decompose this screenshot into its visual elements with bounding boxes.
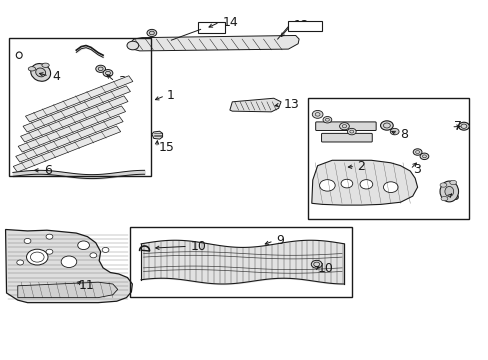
Ellipse shape [439, 181, 458, 202]
Ellipse shape [440, 197, 447, 201]
Ellipse shape [449, 180, 456, 185]
Text: 2: 2 [356, 160, 364, 173]
Circle shape [458, 122, 468, 130]
Text: 8: 8 [400, 127, 407, 141]
Text: 9: 9 [276, 234, 284, 247]
Text: 3: 3 [412, 163, 420, 176]
Circle shape [103, 69, 113, 77]
Circle shape [26, 249, 48, 265]
Circle shape [127, 41, 139, 50]
Ellipse shape [31, 64, 51, 81]
Polygon shape [130, 36, 299, 51]
Bar [198, 22, 224, 33]
Circle shape [340, 179, 352, 188]
Text: 14: 14 [222, 16, 238, 29]
FancyBboxPatch shape [315, 122, 375, 131]
Circle shape [346, 129, 355, 135]
Ellipse shape [42, 63, 49, 67]
Bar [288, 21, 321, 31]
Ellipse shape [444, 186, 453, 197]
Circle shape [419, 153, 428, 159]
Circle shape [147, 30, 157, 37]
FancyBboxPatch shape [321, 134, 371, 142]
Bar [130, 226, 351, 297]
Polygon shape [16, 116, 123, 162]
Text: 10: 10 [190, 240, 206, 253]
Text: 7: 7 [453, 121, 461, 134]
Polygon shape [311, 160, 417, 205]
Text: 11: 11 [79, 279, 94, 292]
Polygon shape [23, 86, 130, 132]
Text: 6: 6 [44, 164, 52, 177]
Circle shape [359, 180, 372, 189]
Circle shape [311, 260, 322, 268]
Polygon shape [152, 131, 162, 139]
Bar [307, 98, 468, 220]
Circle shape [102, 247, 109, 252]
Text: 5: 5 [451, 190, 459, 203]
Circle shape [46, 249, 53, 254]
Text: 13: 13 [283, 98, 299, 111]
Polygon shape [18, 282, 118, 298]
Circle shape [323, 117, 331, 123]
Circle shape [24, 238, 31, 243]
Circle shape [90, 253, 97, 258]
Ellipse shape [28, 67, 36, 71]
Text: 10: 10 [317, 262, 333, 275]
Circle shape [17, 260, 23, 265]
Polygon shape [18, 106, 125, 152]
Ellipse shape [439, 183, 446, 187]
Circle shape [380, 121, 392, 130]
Circle shape [61, 256, 77, 267]
Polygon shape [229, 98, 281, 112]
Circle shape [78, 241, 89, 249]
Polygon shape [20, 96, 128, 142]
Text: 4: 4 [52, 69, 60, 82]
Text: 15: 15 [159, 141, 175, 154]
Circle shape [46, 234, 53, 239]
Polygon shape [25, 76, 133, 122]
Polygon shape [13, 126, 121, 172]
Text: 12: 12 [293, 19, 308, 32]
Text: 3: 3 [118, 75, 125, 88]
Circle shape [319, 180, 334, 191]
Ellipse shape [36, 68, 45, 77]
Circle shape [412, 149, 421, 155]
Bar [9, 39, 151, 176]
Circle shape [339, 123, 348, 130]
Polygon shape [5, 229, 132, 303]
Circle shape [383, 182, 397, 193]
Circle shape [96, 65, 105, 72]
Circle shape [312, 111, 323, 118]
Circle shape [389, 129, 398, 135]
Text: 1: 1 [166, 89, 174, 102]
